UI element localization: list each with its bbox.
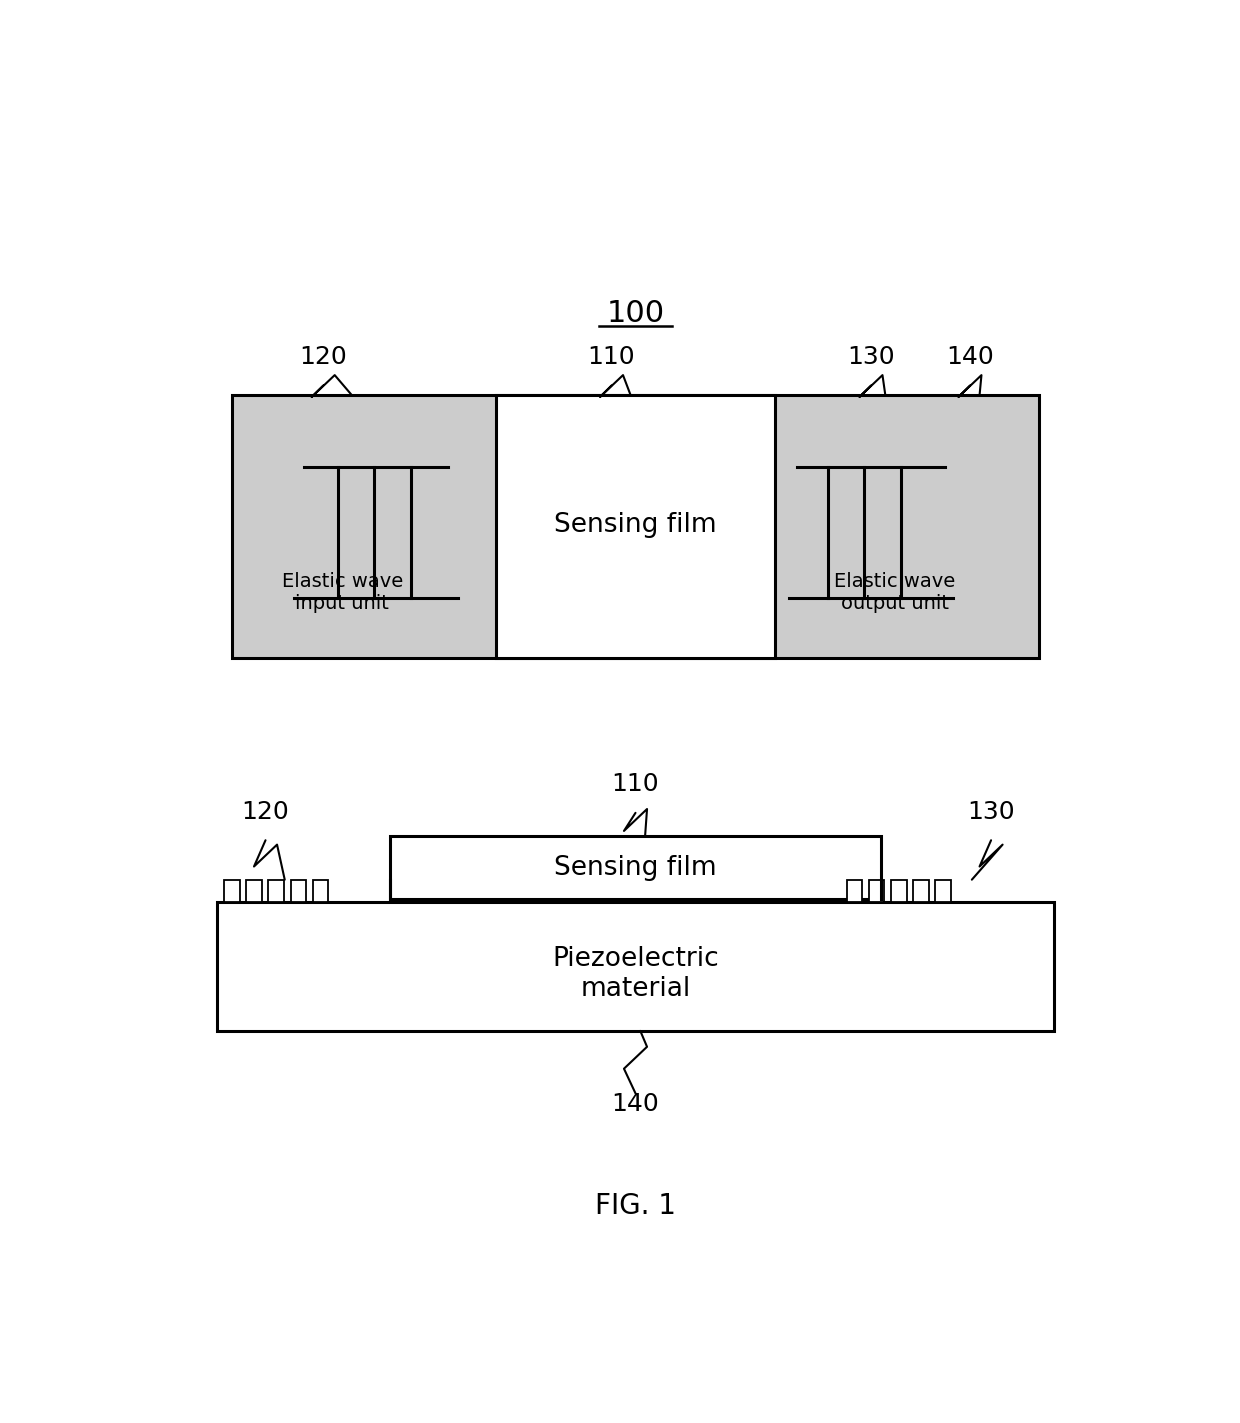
Bar [935,879,951,902]
Text: 110: 110 [611,773,660,797]
Bar [892,879,906,902]
Bar [232,396,1039,659]
Text: 120: 120 [299,344,347,369]
Bar [290,879,306,902]
Bar [268,879,284,902]
Text: 130: 130 [847,344,895,369]
Text: 100: 100 [606,299,665,327]
Text: 110: 110 [588,344,635,369]
Bar [217,902,1054,1030]
Bar [312,879,327,902]
Text: Elastic wave
output unit: Elastic wave output unit [835,572,956,613]
Text: 120: 120 [242,800,289,824]
Bar [247,879,262,902]
Bar [869,879,884,902]
Text: Elastic wave
input unit: Elastic wave input unit [281,572,403,613]
Text: Sensing film: Sensing film [554,855,717,881]
Bar [496,396,775,659]
Bar [847,879,862,902]
Text: Sensing film: Sensing film [554,512,717,538]
Text: 130: 130 [967,800,1014,824]
Text: 140: 140 [611,1093,660,1116]
Text: Piezoelectric
material: Piezoelectric material [552,946,719,1002]
Bar [391,835,880,899]
Bar [913,879,929,902]
Text: 140: 140 [946,344,993,369]
Text: FIG. 1: FIG. 1 [595,1192,676,1220]
Bar [224,879,239,902]
